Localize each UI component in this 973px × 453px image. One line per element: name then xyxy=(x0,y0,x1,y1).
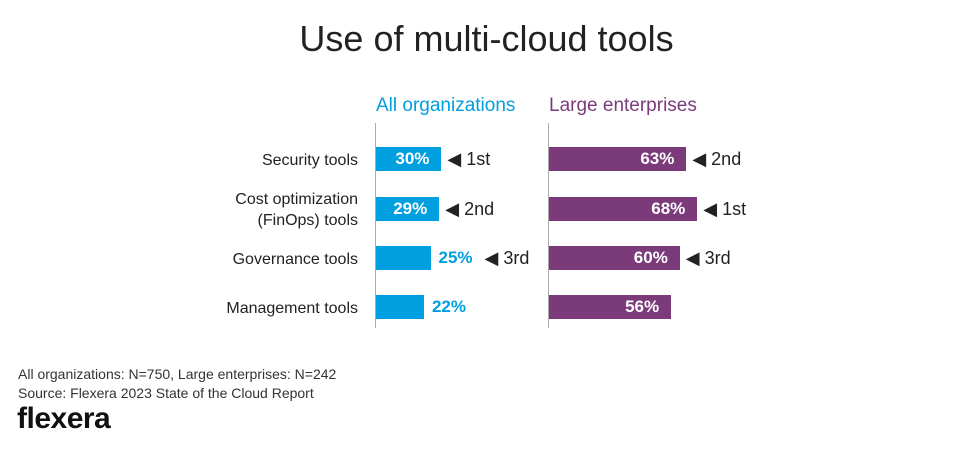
rank-label: ◀ 1st xyxy=(703,199,747,219)
axis-all-organizations xyxy=(375,123,376,328)
bar xyxy=(549,197,698,221)
value-label: 22% xyxy=(431,297,466,316)
value-label: 68% xyxy=(651,199,686,218)
flexera-logo: flexera xyxy=(17,402,111,435)
chart-title: Use of multi-cloud tools xyxy=(299,18,674,59)
bar xyxy=(376,197,440,221)
bar xyxy=(376,147,442,171)
rank-label: ◀ 1st xyxy=(447,149,491,169)
source-note: Source: Flexera 2023 State of the Cloud … xyxy=(18,385,314,401)
bar xyxy=(549,246,680,270)
series-header: Large enterprises xyxy=(549,95,697,116)
rank-label: ◀ 2nd xyxy=(692,149,742,169)
value-label: 60% xyxy=(633,248,668,267)
value-label: 56% xyxy=(625,297,660,316)
value-label: 30% xyxy=(395,149,430,168)
value-label: 25% xyxy=(438,248,473,267)
category-label: Governance tools xyxy=(232,250,358,268)
series-header: All organizations xyxy=(376,95,516,116)
category-label: Security tools xyxy=(261,151,358,169)
rank-label: ◀ 2nd xyxy=(445,199,495,219)
category-label: Management tools xyxy=(226,299,358,317)
value-label: 63% xyxy=(640,149,675,168)
rank-label: ◀ 3rd xyxy=(685,248,731,268)
category-label: Cost optimization (FinOps) tools xyxy=(235,191,358,229)
bar xyxy=(376,295,424,319)
rank-label: ◀ 3rd xyxy=(484,248,530,268)
sample-note: All organizations: N=750, Large enterpri… xyxy=(18,366,337,382)
bar xyxy=(376,246,431,270)
axis-large-enterprises xyxy=(548,123,549,328)
value-label: 29% xyxy=(393,199,428,218)
bar xyxy=(549,295,672,319)
bar xyxy=(549,147,687,171)
